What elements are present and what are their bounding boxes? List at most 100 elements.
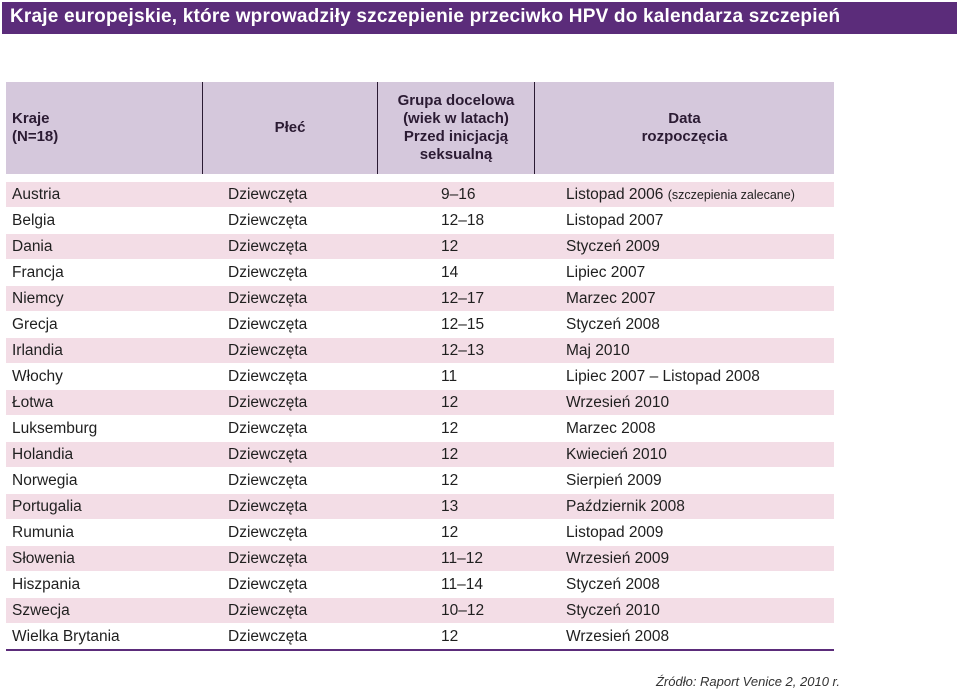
table-row: Norwegia Dziewczęta 12 Sierpień 2009	[6, 467, 834, 493]
table-row: Słowenia Dziewczęta 11–12 Wrzesień 2009	[6, 545, 834, 571]
cell-age: 11	[377, 363, 534, 389]
cell-sex: Dziewczęta	[202, 363, 377, 389]
cell-age: 12–18	[377, 207, 534, 233]
cell-sex: Dziewczęta	[202, 597, 377, 623]
table-row: Włochy Dziewczęta 11 Lipiec 2007 – Listo…	[6, 363, 834, 389]
cell-age: 12	[377, 467, 534, 493]
cell-country: Słowenia	[6, 545, 202, 571]
cell-age: 11–14	[377, 571, 534, 597]
cell-age: 12	[377, 389, 534, 415]
header-country: Kraje (N=18)	[6, 82, 202, 174]
cell-country: Irlandia	[6, 337, 202, 363]
cell-date: Styczeń 2008	[534, 311, 834, 337]
cell-date: Kwiecień 2010	[534, 441, 834, 467]
cell-age: 10–12	[377, 597, 534, 623]
cell-sex: Dziewczęta	[202, 389, 377, 415]
cell-country: Austria	[6, 174, 202, 207]
cell-country: Francja	[6, 259, 202, 285]
cell-date: Wrzesień 2010	[534, 389, 834, 415]
cell-sex: Dziewczęta	[202, 311, 377, 337]
cell-sex: Dziewczęta	[202, 285, 377, 311]
date-note: (szczepienia zalecane)	[667, 187, 795, 202]
header-line: (N=18)	[12, 128, 59, 145]
cell-country: Grecja	[6, 311, 202, 337]
cell-country: Wielka Brytania	[6, 623, 202, 651]
table-row: Hiszpania Dziewczęta 11–14 Styczeń 2008	[6, 571, 834, 597]
table-row: Belgia Dziewczęta 12–18 Listopad 2007	[6, 207, 834, 233]
cell-sex: Dziewczęta	[202, 493, 377, 519]
cell-date: Wrzesień 2008	[534, 623, 834, 651]
table-row: Portugalia Dziewczęta 13 Październik 200…	[6, 493, 834, 519]
source-note: Źródło: Raport Venice 2, 2010 r.	[655, 674, 840, 689]
cell-age: 12–17	[377, 285, 534, 311]
cell-country: Dania	[6, 233, 202, 259]
table-row: Francja Dziewczęta 14 Lipiec 2007	[6, 259, 834, 285]
cell-age: 12	[377, 441, 534, 467]
cell-country: Rumunia	[6, 519, 202, 545]
table-body: Austria Dziewczęta 9–16 Listopad 2006 (s…	[6, 174, 834, 651]
cell-country: Portugalia	[6, 493, 202, 519]
cell-country: Niemcy	[6, 285, 202, 311]
header-line: seksualną	[419, 146, 493, 163]
table-row: Austria Dziewczęta 9–16 Listopad 2006 (s…	[6, 174, 834, 207]
cell-date: Listopad 2007	[534, 207, 834, 233]
cell-sex: Dziewczęta	[202, 467, 377, 493]
table-row: Holandia Dziewczęta 12 Kwiecień 2010	[6, 441, 834, 467]
cell-country: Hiszpania	[6, 571, 202, 597]
table-row: Dania Dziewczęta 12 Styczeń 2009	[6, 233, 834, 259]
cell-sex: Dziewczęta	[202, 337, 377, 363]
cell-age: 12	[377, 415, 534, 441]
cell-date: Lipiec 2007	[534, 259, 834, 285]
cell-age: 11–12	[377, 545, 534, 571]
header-sex: Płeć	[202, 82, 377, 174]
header-age-group: Grupa docelowa (wiek w latach) Przed ini…	[377, 82, 534, 174]
cell-country: Norwegia	[6, 467, 202, 493]
table-row: Szwecja Dziewczęta 10–12 Styczeń 2010	[6, 597, 834, 623]
cell-age: 13	[377, 493, 534, 519]
cell-sex: Dziewczęta	[202, 623, 377, 651]
cell-age: 12	[377, 519, 534, 545]
cell-country: Włochy	[6, 363, 202, 389]
header-line: Płeć	[274, 119, 306, 136]
cell-date: Październik 2008	[534, 493, 834, 519]
cell-date: Marzec 2007	[534, 285, 834, 311]
page-title: Kraje europejskie, które wprowadziły szc…	[10, 6, 841, 27]
header-line: Przed inicjacją	[403, 128, 509, 145]
cell-age: 12	[377, 623, 534, 651]
cell-date: Styczeń 2010	[534, 597, 834, 623]
cell-age: 12–13	[377, 337, 534, 363]
vaccination-table: Kraje (N=18) Płeć Grupa docelowa (wiek w…	[6, 82, 834, 651]
cell-sex: Dziewczęta	[202, 571, 377, 597]
cell-age: 9–16	[377, 174, 534, 207]
table-row: Grecja Dziewczęta 12–15 Styczeń 2008	[6, 311, 834, 337]
cell-sex: Dziewczęta	[202, 545, 377, 571]
cell-date: Sierpień 2009	[534, 467, 834, 493]
header-line: (wiek w latach)	[403, 110, 509, 127]
table-row: Rumunia Dziewczęta 12 Listopad 2009	[6, 519, 834, 545]
table-row: Łotwa Dziewczęta 12 Wrzesień 2010	[6, 389, 834, 415]
header-line: rozpoczęcia	[641, 128, 728, 145]
cell-sex: Dziewczęta	[202, 415, 377, 441]
cell-sex: Dziewczęta	[202, 259, 377, 285]
cell-sex: Dziewczęta	[202, 519, 377, 545]
table-row: Wielka Brytania Dziewczęta 12 Wrzesień 2…	[6, 623, 834, 651]
header-line: Grupa docelowa	[397, 92, 515, 109]
cell-date: Styczeń 2008	[534, 571, 834, 597]
table-row: Irlandia Dziewczęta 12–13 Maj 2010	[6, 337, 834, 363]
cell-age: 12–15	[377, 311, 534, 337]
cell-country: Luksemburg	[6, 415, 202, 441]
cell-date: Listopad 2009	[534, 519, 834, 545]
header-line: Kraje	[12, 110, 50, 127]
table-row: Luksemburg Dziewczęta 12 Marzec 2008	[6, 415, 834, 441]
cell-date: Maj 2010	[534, 337, 834, 363]
cell-date: Wrzesień 2009	[534, 545, 834, 571]
cell-country: Holandia	[6, 441, 202, 467]
table-header-row: Kraje (N=18) Płeć Grupa docelowa (wiek w…	[6, 82, 834, 174]
cell-date: Lipiec 2007 – Listopad 2008	[534, 363, 834, 389]
cell-sex: Dziewczęta	[202, 207, 377, 233]
table-row: Niemcy Dziewczęta 12–17 Marzec 2007	[6, 285, 834, 311]
cell-sex: Dziewczęta	[202, 233, 377, 259]
cell-country: Szwecja	[6, 597, 202, 623]
header-start-date: Data rozpoczęcia	[534, 82, 834, 174]
cell-age: 12	[377, 233, 534, 259]
